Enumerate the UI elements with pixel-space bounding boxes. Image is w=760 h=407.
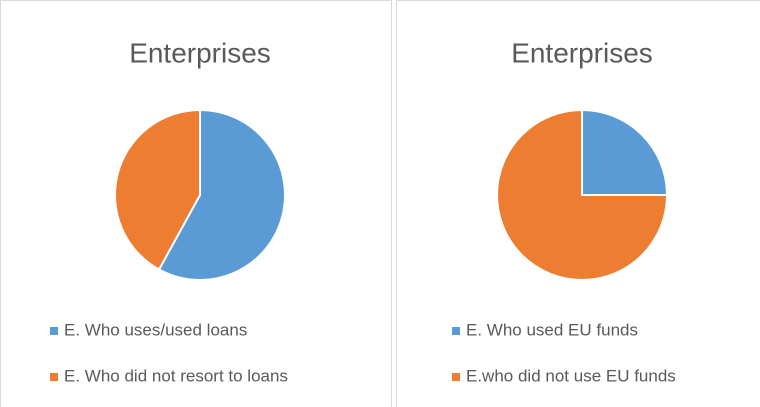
legend-label: E. Who uses/used loans: [64, 320, 247, 339]
legend-swatch: [50, 373, 58, 381]
legend-swatch: [452, 327, 460, 335]
panel-border: [396, 0, 760, 407]
pie-slice: [496, 108, 669, 281]
legend-label: E. Who did not resort to loans: [64, 366, 288, 385]
chart-title: Enterprises: [129, 37, 271, 68]
legend-label: E.who did not use EU funds: [466, 366, 676, 385]
pie-slice: [157, 108, 286, 281]
legend-swatch: [452, 373, 460, 381]
pie-slice: [581, 108, 669, 196]
legend-label: E. Who used EU funds: [466, 320, 638, 339]
legend-swatch: [50, 327, 58, 335]
panel-border: [0, 0, 392, 407]
pie-slice: [114, 108, 201, 271]
chart-title: Enterprises: [511, 37, 653, 68]
